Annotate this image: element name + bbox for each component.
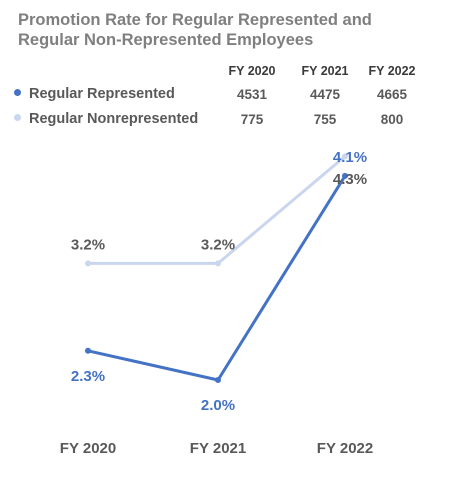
data-point-regular-represented-fy-2022	[342, 172, 348, 179]
data-label-regular-nonrepresented-fy-2022: 4.3%	[333, 171, 367, 188]
data-point-regular-nonrepresented-fy-2021	[215, 260, 221, 267]
table-cell-represented-fy2020: 4531	[236, 87, 268, 102]
data-label-regular-nonrepresented-fy-2020: 3.2%	[71, 236, 105, 253]
table-cell-nonrepresented-fy2021: 755	[313, 112, 337, 127]
data-label-regular-nonrepresented-fy-2021: 3.2%	[201, 236, 235, 253]
data-point-regular-nonrepresented-fy-2020	[85, 260, 91, 267]
chart-title-line-1: Promotion Rate for Regular Represented a…	[18, 11, 372, 29]
nonrepresented-label-text: Regular Nonrepresented	[29, 111, 199, 127]
represented-label-text: Regular Represented	[29, 86, 175, 102]
series-line-regular-represented	[86, 174, 347, 382]
represented-legend-dot-icon	[14, 88, 21, 96]
table-cell-nonrepresented-fy2020: 775	[240, 112, 264, 127]
table-header-fy2020: FY 2020	[228, 64, 276, 78]
data-label-regular-represented-fy-2021: 2.0%	[201, 397, 235, 414]
data-label-regular-represented-fy-2022: 4.1%	[333, 149, 367, 166]
table-cell-represented-fy2021: 4475	[309, 87, 341, 102]
table-cell-nonrepresented-fy2022: 800	[380, 112, 404, 127]
data-point-regular-represented-fy-2021	[215, 377, 221, 383]
x-tick-label-fy-2022: FY 2022	[317, 440, 373, 457]
table-header-fy2021: FY 2021	[301, 64, 349, 78]
data-point-regular-represented-fy-2020	[85, 347, 91, 354]
data-label-regular-represented-fy-2020: 2.3%	[71, 368, 105, 385]
x-tick-label-fy-2020: FY 2020	[60, 440, 116, 457]
table-row-nonrepresented-label: Regular Nonrepresented	[14, 111, 198, 127]
nonrepresented-legend-dot-icon	[14, 113, 21, 121]
chart-title-line-2: Regular Non-Represented Employees	[18, 31, 314, 49]
data-point-regular-nonrepresented-fy-2022	[342, 153, 348, 160]
table-row-represented-label: Regular Represented	[14, 86, 175, 102]
x-tick-label-fy-2021: FY 2021	[190, 440, 246, 457]
table-header-fy2022: FY 2022	[368, 64, 416, 78]
table-cell-represented-fy2022: 4665	[376, 87, 408, 102]
